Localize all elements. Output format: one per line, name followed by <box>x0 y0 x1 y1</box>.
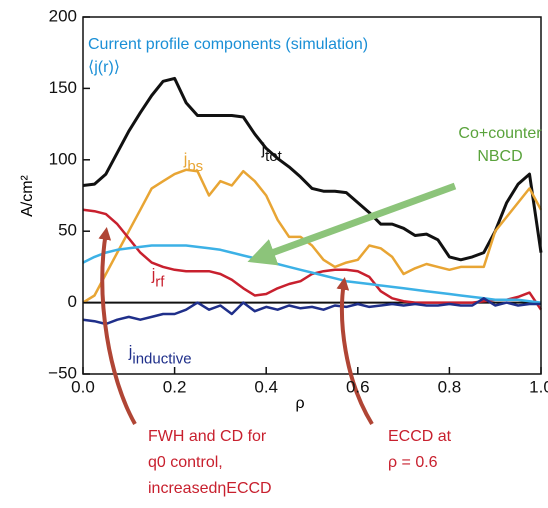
y-tick-label: 200 <box>49 6 77 25</box>
annotation-line: ρ = 0.6 <box>388 454 438 471</box>
annotation-line: increasedηECCD <box>148 480 272 497</box>
x-tick-label: 0.4 <box>254 377 278 396</box>
annotation-line: Co+counter <box>458 125 542 142</box>
y-tick-label: −50 <box>48 363 77 382</box>
series-label: jrf <box>151 267 166 291</box>
x-axis-label: ρ <box>295 395 304 412</box>
y-tick-label: 100 <box>49 149 77 168</box>
series-line <box>82 76 543 262</box>
series-label: jtot <box>261 141 283 165</box>
series-line <box>82 208 543 311</box>
series-label: jinductive <box>128 344 192 368</box>
y-axis-label: A/cm² <box>19 174 36 216</box>
y-tick-label: 0 <box>68 292 77 311</box>
chart-subtitle: ⟨j(r)⟩ <box>88 59 120 76</box>
x-tick-label: 1.0 <box>529 377 548 396</box>
annotation-line: FWH and CD for <box>148 428 267 445</box>
arrow <box>247 182 457 266</box>
series-line <box>82 297 541 326</box>
x-tick-label: 0.0 <box>71 377 95 396</box>
x-tick-label: 0.6 <box>346 377 370 396</box>
plot-area <box>82 76 543 326</box>
x-tick-label: 0.2 <box>163 377 187 396</box>
plot-frame <box>82 16 542 375</box>
series-line <box>82 168 543 304</box>
chart-title: Current profile components (simulation) <box>88 36 368 53</box>
series-label: jbs <box>183 151 203 175</box>
annotation-line: NBCD <box>477 148 522 165</box>
y-tick-label: 150 <box>49 78 77 97</box>
annotation-line: q0 control, <box>148 454 223 471</box>
x-tick-label: 0.8 <box>438 377 462 396</box>
annotation-line: ECCD at <box>388 428 452 445</box>
y-tick-label: 50 <box>58 221 77 240</box>
series-line <box>82 244 542 304</box>
arrow <box>98 226 137 425</box>
arrow <box>336 276 374 426</box>
